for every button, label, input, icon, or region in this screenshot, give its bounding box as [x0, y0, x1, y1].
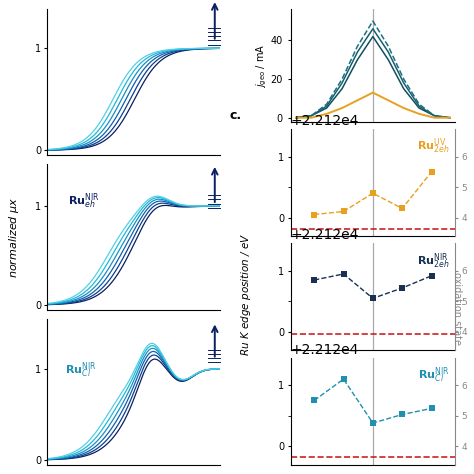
Text: $\mathbf{Ru}_{2eh}^{\mathrm{UV}}$: $\mathbf{Ru}_{2eh}^{\mathrm{UV}}$: [418, 137, 450, 156]
Text: $\mathbf{Ru}_{2eh}^{\mathrm{NIR}}$: $\mathbf{Ru}_{2eh}^{\mathrm{NIR}}$: [418, 251, 450, 271]
Text: oxidation state: oxidation state: [452, 272, 462, 345]
Text: c.: c.: [230, 109, 242, 122]
Text: $\mathbf{Ru}_{Cl}^{\mathrm{NIR}}$: $\mathbf{Ru}_{Cl}^{\mathrm{NIR}}$: [64, 361, 97, 381]
Text: $\mathbf{Ru}_{Cl}^{\mathrm{NIR}}$: $\mathbf{Ru}_{Cl}^{\mathrm{NIR}}$: [418, 365, 450, 385]
Y-axis label: $j_{\mathrm{geo}}$ / mA: $j_{\mathrm{geo}}$ / mA: [254, 43, 269, 88]
Text: normalized $\mu x$: normalized $\mu x$: [7, 196, 21, 278]
Text: $\mathbf{Ru}_{eh}^{\mathrm{NIR}}$: $\mathbf{Ru}_{eh}^{\mathrm{NIR}}$: [68, 191, 100, 211]
Text: $Ru$ $K$ edge position / eV: $Ru$ $K$ edge position / eV: [239, 232, 254, 356]
